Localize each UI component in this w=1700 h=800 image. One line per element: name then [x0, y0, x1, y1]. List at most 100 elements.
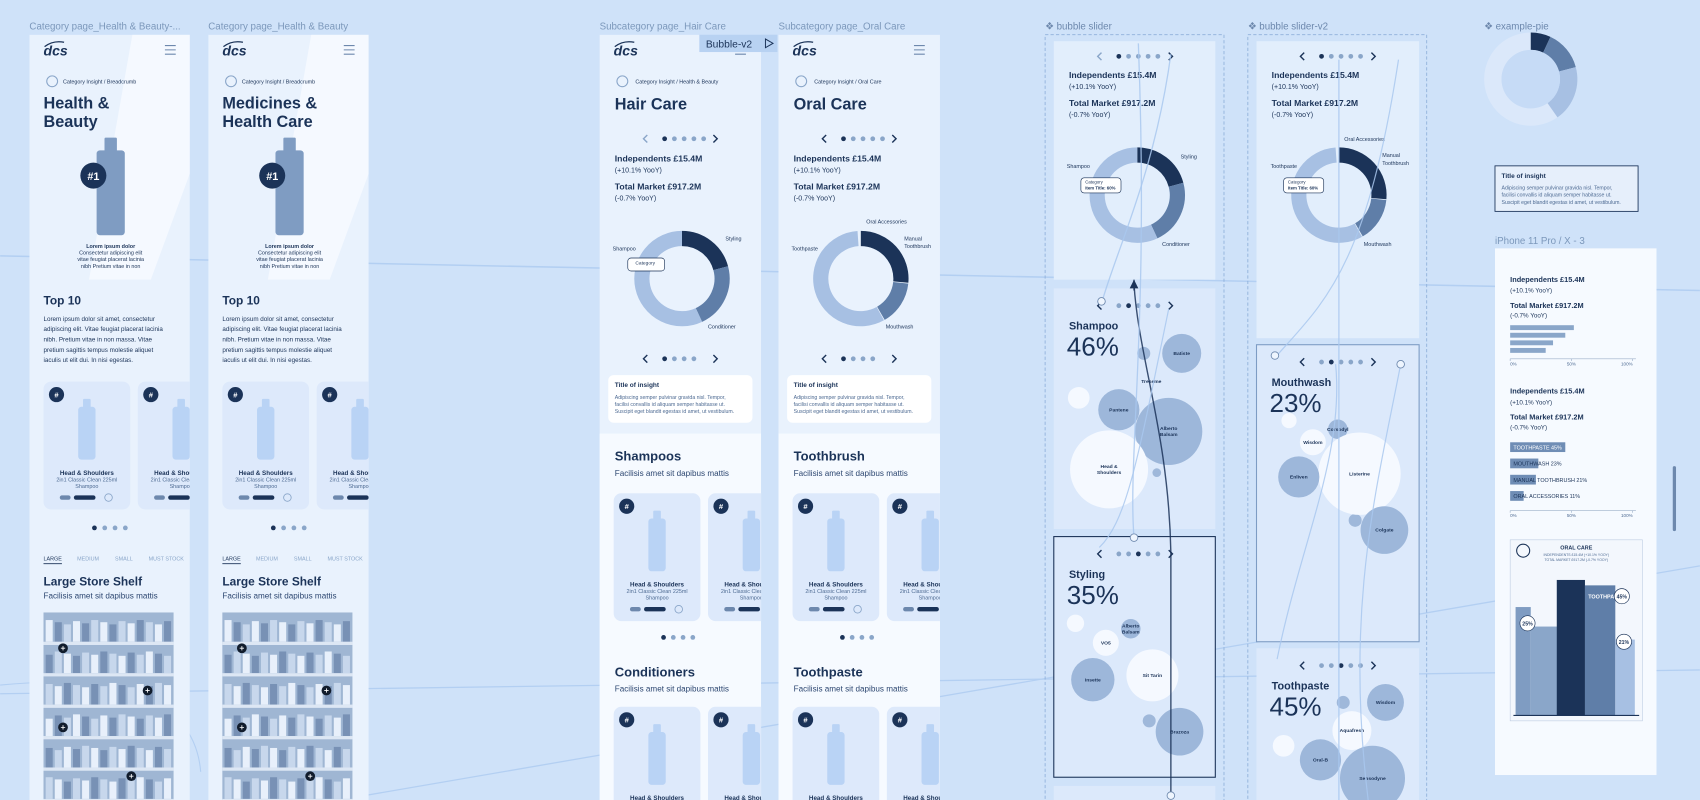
shelf-product: [306, 623, 314, 642]
pager-dot: [672, 356, 677, 362]
shelf-product: [118, 655, 126, 674]
product-pill: [168, 495, 190, 500]
donut-label: Styling: [1181, 154, 1197, 160]
shelf-product: [145, 651, 153, 674]
bottle-neck: [747, 510, 756, 521]
bubble: [1155, 707, 1204, 756]
tooltip-text: Category: [1288, 180, 1306, 185]
product-type: Shampoo: [170, 484, 193, 490]
bubble: [1098, 389, 1140, 431]
insight-card: [787, 375, 932, 423]
connector-node: [1270, 351, 1280, 360]
donut-segment: [1089, 147, 1158, 243]
page-title: Health Care: [222, 113, 312, 131]
shelf-board: [43, 641, 174, 645]
shelf-product: [279, 750, 287, 768]
info-icon: [948, 605, 956, 613]
bottle-neck: [104, 137, 117, 154]
hero-caption: Consectetur adipiscing elit: [258, 251, 322, 257]
product-pill: [154, 495, 165, 500]
shelf-product: [270, 747, 278, 768]
shelf-product: [127, 780, 135, 799]
tick-label: 0%: [1510, 361, 1517, 366]
donut-segment: [1354, 198, 1387, 237]
shelf-product: [109, 781, 117, 799]
carousel-arrow: [642, 134, 648, 144]
logo: dcs: [793, 42, 817, 58]
carousel-arrow: [891, 354, 898, 364]
shelf-product: [324, 622, 332, 642]
shelf-product: [136, 620, 144, 642]
bubble: [1126, 649, 1179, 702]
pager-dot: [1116, 53, 1122, 59]
shelf-product: [54, 686, 62, 705]
shelf-product: [233, 750, 241, 768]
bar: [1510, 332, 1566, 338]
pager-dot: [1338, 663, 1344, 668]
shelf-subtitle: Facilisis amet sit dapibus mattis: [43, 591, 157, 600]
bottle-body: [648, 732, 666, 785]
hotspot-plus: [129, 773, 134, 779]
paragraph: pretium sagittis tempus molestie aliquet: [43, 347, 153, 354]
insight-title: Title of insight: [1501, 173, 1546, 180]
paragraph: pretium sagittis tempus molestie aliquet: [222, 347, 332, 354]
pager-dot: [880, 136, 885, 142]
bottle-neck: [653, 510, 661, 521]
rank-badge-text: #: [625, 715, 630, 724]
pager-dot: [1126, 53, 1131, 59]
product-type: Shampoo: [645, 595, 668, 601]
product-name: Head & Shoulders: [809, 581, 863, 588]
infographic-label: TOOTHPASTE: [1588, 594, 1625, 600]
shelf-product: [91, 620, 99, 642]
infographic-label: 21%: [1619, 640, 1630, 646]
shelf-product: [342, 749, 350, 768]
carousel-arrow: [1096, 549, 1102, 559]
shelf-product: [306, 652, 314, 674]
pager-dot: [869, 635, 875, 640]
product-name: Head & Shoulders: [630, 581, 684, 588]
product-name: Head & Shoulders: [724, 795, 778, 800]
pager-dot: [840, 635, 845, 640]
stat: (+10.1% YooY): [1272, 84, 1319, 91]
hero-caption: vitae feugiat placerat lacinia: [256, 257, 323, 263]
shelf-product: [136, 654, 144, 674]
shelf-product: [100, 779, 108, 799]
prototype-connector: [1098, 308, 1170, 548]
bottle-body: [96, 150, 125, 236]
page-title: Hair Care: [615, 95, 687, 113]
category-page: dcs Category Insight / Breadcrumb Medicine…: [208, 34, 369, 800]
shelf-product: [251, 655, 259, 674]
shelf-product: [251, 749, 259, 768]
shelf-product: [251, 778, 259, 799]
bottle-body: [827, 732, 845, 785]
shelf-product: [72, 749, 81, 768]
shelf-board: [222, 736, 353, 740]
insight-text: facilisi convallis id aliquam semper hab…: [1501, 193, 1611, 199]
shelf-board: [222, 704, 353, 708]
donut-label: Oral Accessories: [866, 219, 907, 225]
section-title: Top 10: [222, 294, 260, 308]
paragraph: nibh. Pretium vitae in non massa. Vitae: [43, 336, 152, 343]
shelf-product: [45, 718, 53, 737]
shelf-product: [54, 622, 62, 642]
carousel-arrow: [712, 354, 719, 364]
pager-dot: [291, 525, 297, 531]
shelf-product: [145, 750, 153, 768]
pager-dot: [1126, 551, 1131, 557]
shelf-product: [45, 777, 53, 799]
bottle-body: [827, 518, 845, 572]
shelf-product: [109, 624, 117, 642]
shelf-product: [118, 714, 126, 737]
bubble: [1299, 739, 1342, 781]
prototype-connector: [1276, 364, 1338, 660]
bubble: [1071, 657, 1115, 702]
tooltip-text: Category: [1085, 180, 1103, 185]
pager-dot: [841, 356, 846, 362]
shelf-product: [136, 747, 144, 768]
breadcrumb-icon: [616, 75, 629, 88]
shelf-product: [164, 749, 172, 768]
frame-label: Category page_Health & Beauty: [208, 21, 348, 32]
pager-dot: [281, 525, 286, 531]
stat: Total Market £917.2M: [1510, 413, 1584, 422]
rank-badge-text: #: [625, 502, 630, 511]
